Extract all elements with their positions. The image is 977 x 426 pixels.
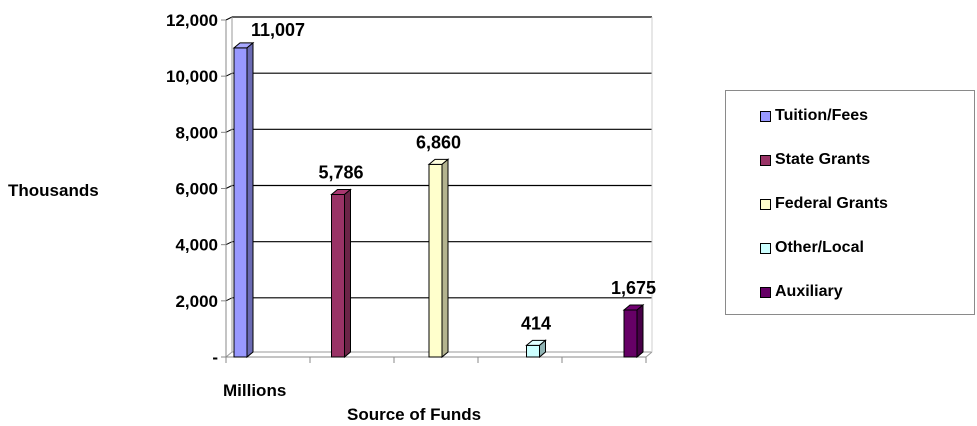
legend-item: State Grants — [760, 151, 870, 169]
gridline-depth — [225, 16, 233, 21]
y-tick-label: 10,000 — [166, 67, 218, 86]
bar-tuition-fees — [232, 41, 255, 359]
gridline-depth — [225, 185, 233, 189]
legend-label: Federal Grants — [775, 195, 888, 212]
bar-state-grants — [330, 188, 352, 359]
bar-side — [344, 188, 351, 359]
axes: - 2,000 4,000 6,000 8,000 10,000 12,000 — [166, 11, 653, 367]
legend-label: Tuition/Fees — [775, 107, 869, 124]
legend: Tuition/Fees State Grants Federal Grants Ot… — [725, 90, 975, 315]
bar-federal-grants — [427, 158, 450, 359]
bar-auxiliary — [622, 303, 645, 359]
category-label: Millions — [223, 381, 286, 400]
data-label: 414 — [521, 313, 551, 333]
data-label: 5,786 — [318, 163, 363, 183]
legend-item: Other/Local — [760, 239, 864, 257]
gridline-depth — [225, 128, 233, 133]
y-axis-title: Thousands — [8, 181, 99, 200]
gridline-depth — [225, 297, 233, 302]
bar-front — [233, 47, 248, 358]
bars — [232, 41, 645, 359]
bar-side — [441, 158, 449, 359]
y-tick-label: - — [212, 348, 218, 367]
bar-side — [636, 303, 644, 359]
floor-edge-left — [225, 351, 233, 358]
gridline-depth — [225, 241, 233, 246]
y-tick-label: 6,000 — [175, 180, 218, 199]
x-axis-title: Source of Funds — [347, 405, 481, 424]
legend-label: State Grants — [775, 151, 871, 168]
bar-side — [539, 339, 546, 359]
data-labels: 11,007 5,786 6,860 414 1,675 — [251, 20, 656, 333]
bar-front — [331, 194, 345, 358]
y-tick-label: 2,000 — [175, 292, 218, 311]
legend-swatch — [760, 198, 771, 210]
data-label: 6,860 — [416, 132, 461, 152]
legend-swatch — [760, 242, 771, 254]
legend-label: Auxiliary — [775, 283, 843, 300]
legend-label: Other/Local — [775, 239, 864, 256]
legend-swatch — [760, 110, 771, 122]
data-label: 1,675 — [611, 278, 656, 298]
legend-item: Auxiliary — [760, 283, 843, 301]
legend-swatch — [760, 286, 771, 298]
y-tick-label: 8,000 — [175, 123, 218, 142]
data-label: 11,007 — [251, 20, 305, 40]
y-tick-label: 4,000 — [175, 236, 218, 255]
bar-other-local — [525, 339, 547, 359]
legend-item: Federal Grants — [760, 195, 888, 213]
legend-swatch — [760, 154, 771, 166]
bar-front — [526, 344, 540, 358]
y-tick-label: 12,000 — [166, 11, 218, 30]
bar-front — [623, 309, 638, 358]
gridline-depth — [225, 72, 233, 77]
bar-front — [428, 163, 443, 358]
bar-side — [246, 41, 254, 359]
legend-item: Tuition/Fees — [760, 107, 868, 125]
floor-edge-right — [645, 351, 653, 358]
